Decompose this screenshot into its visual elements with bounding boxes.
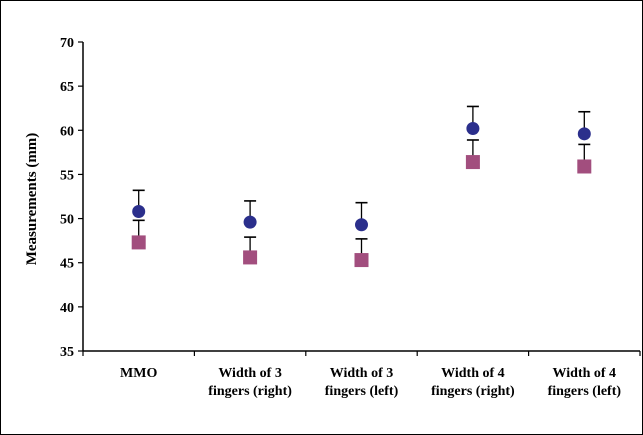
data-point-square	[243, 250, 258, 265]
y-tick-label: 55	[60, 168, 74, 183]
x-tick-label: Width of 4 fingers (right)	[431, 366, 515, 399]
x-tick-label: Width of 3 fingers (left)	[325, 366, 399, 399]
data-point-square	[465, 155, 480, 170]
data-point-circle	[577, 127, 591, 141]
x-tick-label: MMO	[120, 366, 157, 381]
data-point-circle	[243, 215, 257, 229]
data-point-circle	[355, 218, 368, 232]
data-point-square	[354, 253, 369, 268]
data-point-circle	[132, 205, 146, 219]
y-axis-label: Measurements (mm)	[24, 133, 40, 266]
x-tick-label: Width of 4 fingers (left)	[548, 366, 622, 399]
data-point-circle	[466, 122, 480, 136]
x-tick-label: Width of 3 fingers (right)	[208, 366, 292, 399]
y-tick-label: 50	[60, 213, 74, 228]
y-tick-label: 40	[60, 301, 74, 316]
y-tick-label: 70	[60, 36, 74, 51]
data-point-square	[577, 159, 592, 174]
y-tick-label: 35	[60, 345, 74, 360]
y-tick-label: 65	[60, 80, 74, 95]
y-tick-label: 60	[60, 124, 74, 139]
data-point-square	[131, 235, 146, 250]
y-tick-label: 45	[60, 257, 74, 272]
